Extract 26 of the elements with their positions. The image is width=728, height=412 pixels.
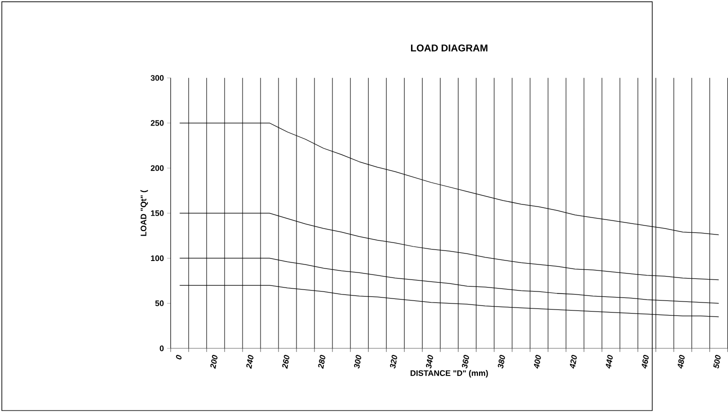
x-tick-label: 280	[318, 354, 326, 369]
x-tick-label: 340	[426, 354, 434, 368]
x-tick-label: 400	[534, 354, 541, 369]
x-tick-label: 380	[498, 354, 505, 368]
x-tick-label: 0	[176, 354, 182, 360]
x-tick-label: 260	[282, 354, 290, 369]
y-tick-label: 0	[160, 345, 164, 352]
y-tick-label: 300	[150, 74, 164, 81]
x-tick-label: 360	[462, 354, 470, 368]
x-tick-label: 240	[246, 354, 254, 369]
x-tick-label: 500	[713, 354, 721, 368]
x-tick-label: 480	[678, 354, 685, 369]
x-tick-label: 420	[570, 354, 577, 369]
x-tick-label: 320	[390, 354, 398, 368]
y-tick-label: 100	[151, 255, 164, 261]
y-tick-label: 50	[155, 300, 164, 306]
y-tick-label: 250	[150, 120, 164, 126]
x-axis-title: DISTANCE "D" (mm)	[410, 370, 488, 378]
chart-title: LOAD DIAGRAM	[411, 44, 488, 52]
x-tick-label: 460	[642, 354, 649, 369]
x-tick-label: 200	[210, 354, 218, 369]
x-tick-label: 440	[606, 354, 613, 369]
y-axis-title: LOAD "Qt" (	[140, 190, 148, 236]
y-tick-label: 200	[150, 165, 164, 171]
y-tick-label: 150	[151, 210, 164, 216]
x-tick-label: 300	[354, 354, 362, 368]
